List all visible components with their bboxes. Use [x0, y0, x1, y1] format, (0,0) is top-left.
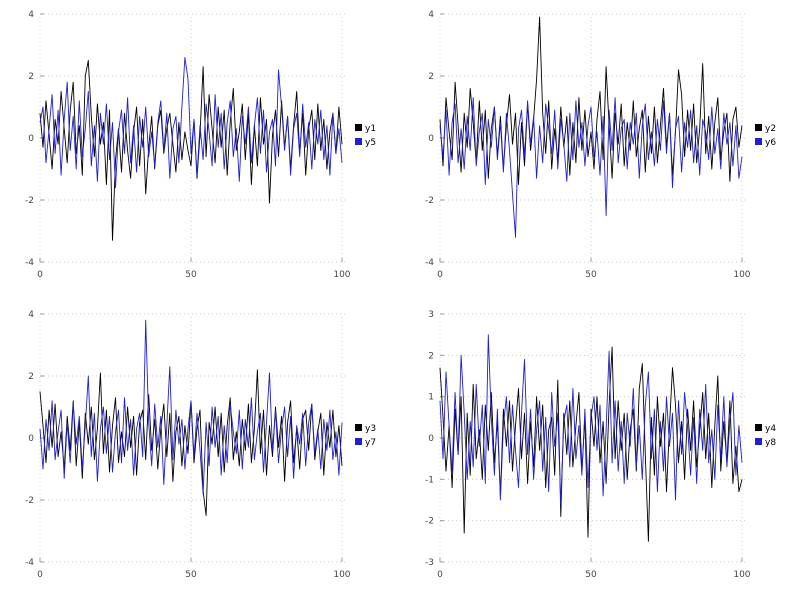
legend-label-y4: y4 — [765, 424, 776, 434]
y-tick-label: -3 — [425, 558, 434, 568]
x-tick-label: 0 — [37, 270, 43, 280]
legend-swatch-y8 — [755, 438, 762, 445]
series-line-y7 — [39, 319, 343, 495]
x-tick-label: 100 — [333, 270, 350, 280]
y-tick-label: 2 — [428, 351, 434, 361]
x-tick-label: 50 — [585, 270, 597, 280]
y-tick-label: 0 — [28, 134, 34, 144]
y-tick-label: 2 — [28, 372, 34, 382]
x-tick-label: 0 — [437, 570, 443, 580]
plot-y4-y8: -3 -2 -1 0 1 2 3 0 50 100 y4 y8 — [425, 310, 776, 580]
plot-y2-y6: -4 -2 0 2 4 0 50 100 y2 y6 — [425, 10, 776, 280]
x-tick-label: 50 — [585, 570, 597, 580]
series-line-y4 — [439, 346, 743, 542]
x-tick-label: 50 — [185, 570, 197, 580]
legend-swatch-y6 — [755, 138, 762, 145]
y-tick-label: 2 — [428, 72, 434, 82]
series-line-y6 — [439, 97, 743, 238]
subplot-bottom-right: -3 -2 -1 0 1 2 3 0 50 100 y4 y8 — [400, 300, 800, 600]
legend-label-y5: y5 — [365, 138, 376, 148]
legend-swatch-y5 — [355, 138, 362, 145]
legend-swatch-y3 — [355, 424, 362, 431]
legend-swatch-y2 — [755, 124, 762, 131]
y-tick-label: 4 — [28, 10, 34, 20]
subplot-bottom-left: -4 -2 0 2 4 0 50 100 y3 y7 — [0, 300, 400, 600]
x-tick-label: 50 — [185, 270, 197, 280]
plot-y3-y7: -4 -2 0 2 4 0 50 100 y3 y7 — [25, 310, 376, 580]
plot-y1-y5: -4 -2 0 2 4 0 50 100 y1 y5 — [25, 10, 376, 280]
y-tick-label: -1 — [425, 475, 434, 485]
y-tick-label: -2 — [425, 517, 434, 527]
y-tick-label: 0 — [428, 134, 434, 144]
x-tick-label: 100 — [733, 270, 750, 280]
legend-swatch-y7 — [355, 438, 362, 445]
legend-label-y6: y6 — [765, 138, 776, 148]
subplot-top-left: -4 -2 0 2 4 0 50 100 y1 y5 — [0, 0, 400, 300]
x-tick-label: 100 — [733, 570, 750, 580]
subplot-top-right: -4 -2 0 2 4 0 50 100 y2 y6 — [400, 0, 800, 300]
x-tick-label: 100 — [333, 570, 350, 580]
y-tick-label: 0 — [428, 434, 434, 444]
legend-label-y7: y7 — [365, 438, 376, 448]
legend-label-y8: y8 — [765, 438, 776, 448]
legend-label-y2: y2 — [765, 124, 776, 134]
series-line-y5 — [39, 56, 343, 189]
y-tick-label: 4 — [428, 10, 434, 20]
y-tick-label: 4 — [28, 310, 34, 320]
y-tick-label: -2 — [25, 196, 34, 206]
series-line-y2 — [439, 16, 743, 185]
y-tick-label: -4 — [25, 258, 34, 268]
legend-swatch-y1 — [355, 124, 362, 131]
x-tick-label: 0 — [437, 270, 443, 280]
y-tick-label: 2 — [28, 72, 34, 82]
series-line-y8 — [439, 334, 743, 505]
legend-label-y1: y1 — [365, 124, 376, 134]
y-tick-label: 0 — [28, 434, 34, 444]
y-tick-label: -2 — [425, 196, 434, 206]
legend-swatch-y4 — [755, 424, 762, 431]
y-tick-label: -4 — [25, 558, 34, 568]
legend-label-y3: y3 — [365, 424, 376, 434]
y-tick-label: -2 — [25, 496, 34, 506]
x-tick-label: 0 — [37, 570, 43, 580]
y-tick-label: 3 — [428, 310, 434, 320]
y-tick-label: -4 — [425, 258, 434, 268]
y-tick-label: 1 — [428, 393, 434, 403]
